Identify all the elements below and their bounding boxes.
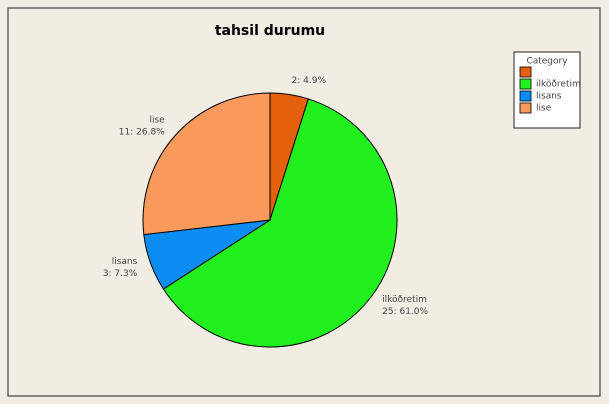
legend-swatch [519,90,532,102]
legend-swatch [519,66,532,78]
legend-box [513,51,581,129]
legend-label: ilköðretim [536,80,581,90]
legend-title: Category [526,57,568,67]
slice-value-label: 2: 4.9% [292,76,327,86]
slice-value-label: 11: 26.8% [119,128,165,138]
legend-label: lisans [536,92,562,102]
slice-category-label: ilköðretim [382,295,427,305]
legend-swatch [519,102,532,114]
pie-slice [142,92,271,236]
pie-slice [162,98,398,348]
legend-label: lise [536,104,552,114]
slice-category-label: lisans [112,257,138,267]
slice-category-label: lise [150,116,166,126]
slice-value-label: 25: 61.0% [382,307,428,317]
slice-value-label: 3: 7.3% [103,269,138,279]
chart-title: tahsil durumu [215,23,325,39]
frame [7,7,601,397]
legend-swatch [519,78,532,90]
